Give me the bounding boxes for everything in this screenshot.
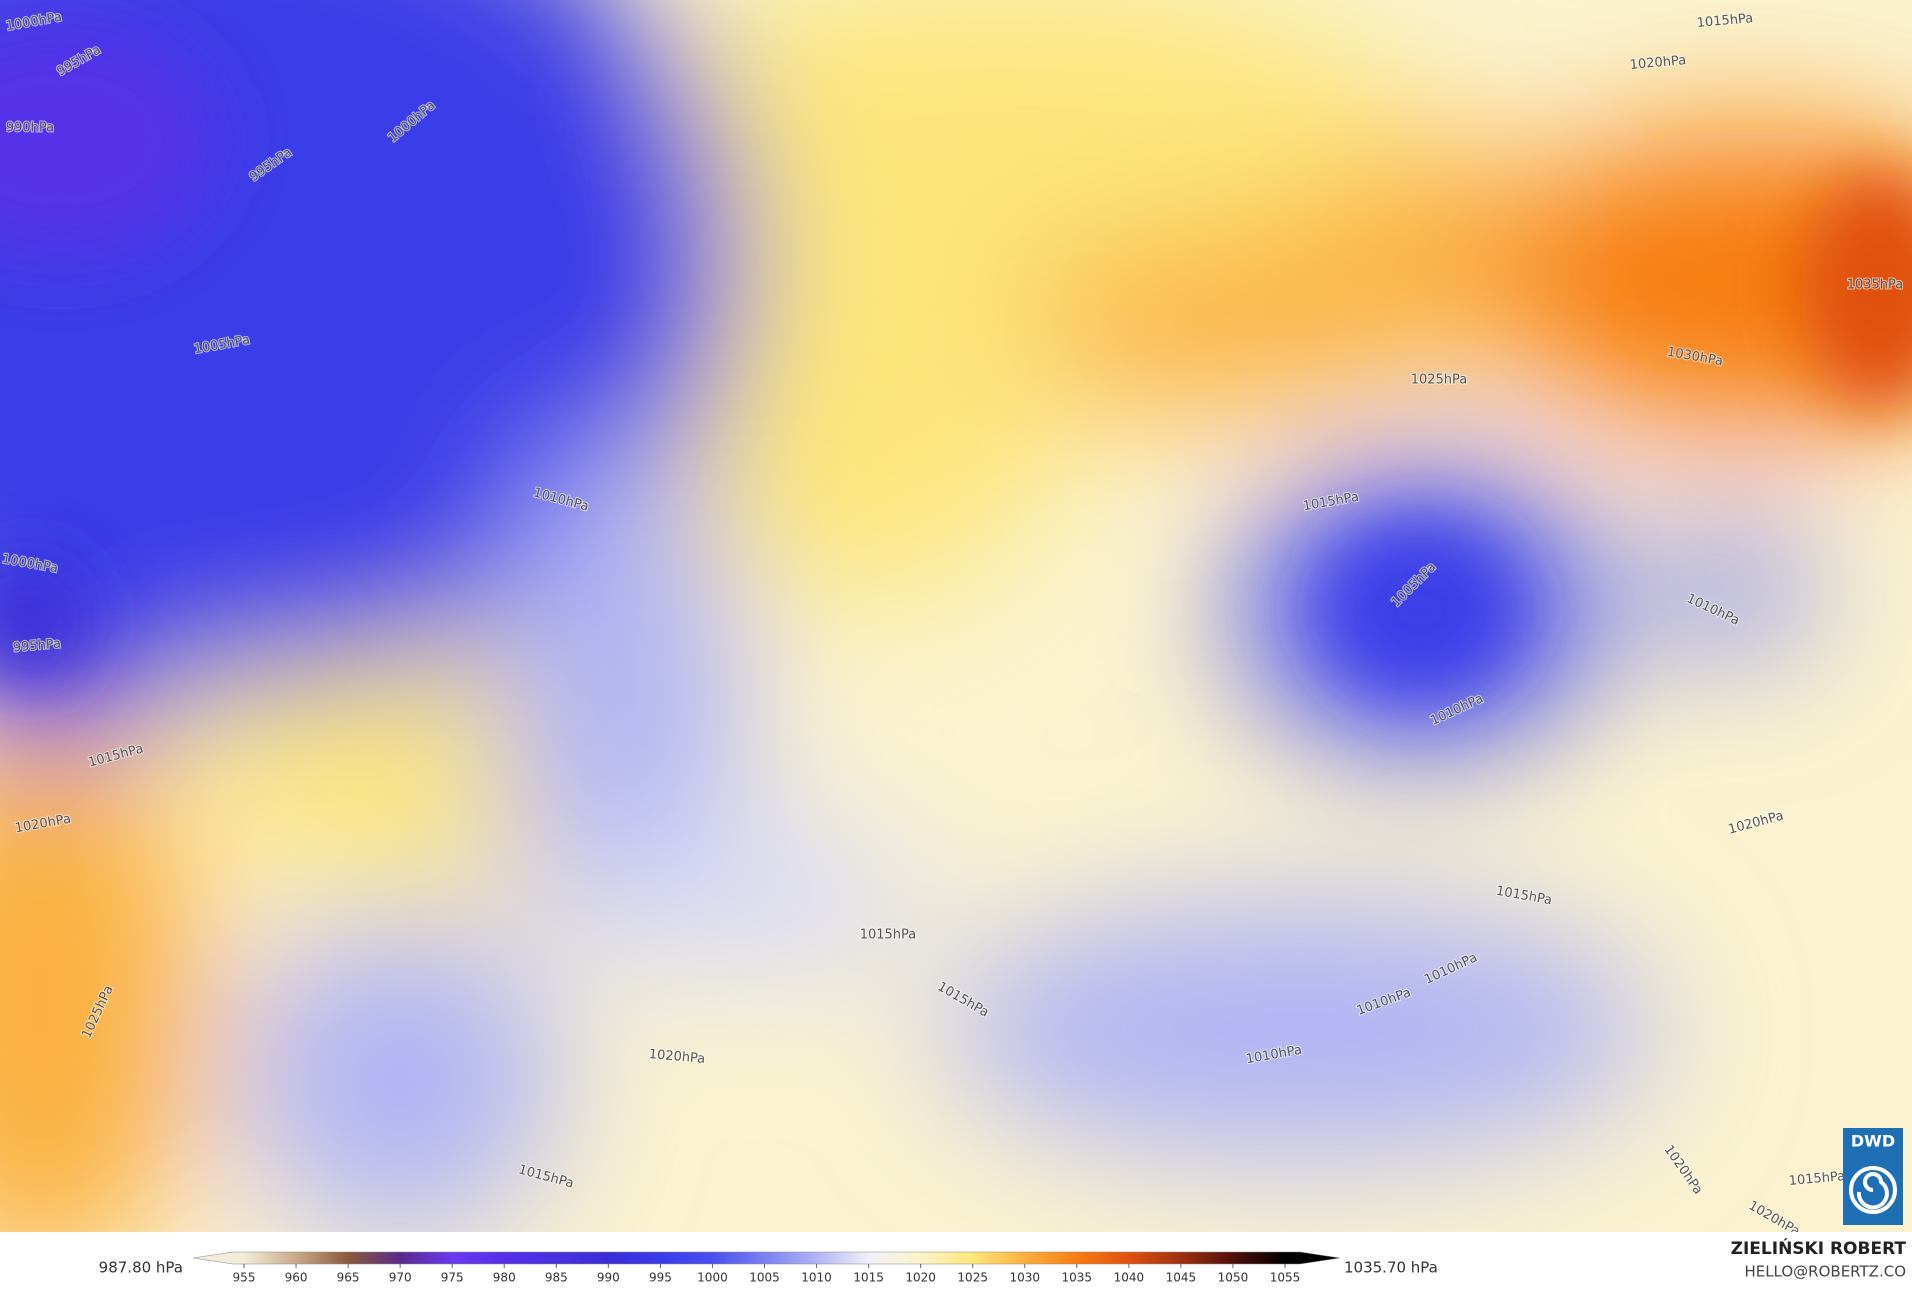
colorbar-tick-label: 965 [337,1271,360,1285]
colorbar-tick-label: 1005 [749,1271,780,1285]
isobar-label: 1020hPa [1629,53,1687,73]
dwd-logo: DWD [1843,1128,1903,1225]
colorbar-tick-label: 1055 [1270,1271,1301,1285]
colorbar-tick-label: 1040 [1114,1271,1145,1285]
colorbar-tick-label: 970 [389,1271,412,1285]
colorbar-bar [192,1251,1341,1265]
colorbar-tick-label: 1045 [1166,1271,1197,1285]
isobar-label: 1020hPa [648,1047,706,1067]
isobar-label: 1015hPa [1788,1169,1846,1189]
colorbar-tick-label: 1010 [801,1271,832,1285]
logo-text: DWD [1851,1132,1895,1151]
isobar-label: 990hPa [6,121,54,136]
colorbar-tick-label: 990 [597,1271,620,1285]
author: ZIELIŃSKI ROBERT [1731,1237,1907,1259]
colorbar-tick-label: 1050 [1218,1271,1249,1285]
colorbar-tick-label: 985 [545,1271,568,1285]
colorbar-tick-label: 1030 [1009,1271,1040,1285]
colorbar-tick-label: 1035 [1062,1271,1093,1285]
isobar-label: 1015hPa [860,928,917,943]
email: HELLO@ROBERTZ.CO [1744,1263,1906,1281]
colorbar-tick-label: 995 [649,1271,672,1285]
colorbar-tick-label: 1025 [957,1271,988,1285]
credits: ZIELIŃSKI ROBERT HELLO@ROBERTZ.CO [1731,1237,1907,1281]
isobar-label: 1015hPa [1696,11,1754,31]
colorbar-tick-label: 1015 [853,1271,884,1285]
isobar-label: 995hPa [12,636,61,655]
colorbar-tick-label: 975 [441,1271,464,1285]
colorbar-tick-label: 955 [233,1271,256,1285]
colorbar-max-label: 1035.70 hPa [1344,1259,1438,1277]
colorbar-tick-label: 1000 [697,1271,728,1285]
colorbar-tick-label: 980 [493,1271,516,1285]
colorbar: 955 960 965 970 975 980 985 990 995 1000 1005 1010 1… [99,1251,1438,1285]
isobar-label: 1025hPa [1411,373,1468,388]
colorbar-min-label: 987.80 hPa [99,1259,183,1277]
isobar-label: 1035hPa [1847,278,1904,293]
colorbar-tick-label: 960 [285,1271,308,1285]
colorbar-tick-label: 1020 [905,1271,936,1285]
